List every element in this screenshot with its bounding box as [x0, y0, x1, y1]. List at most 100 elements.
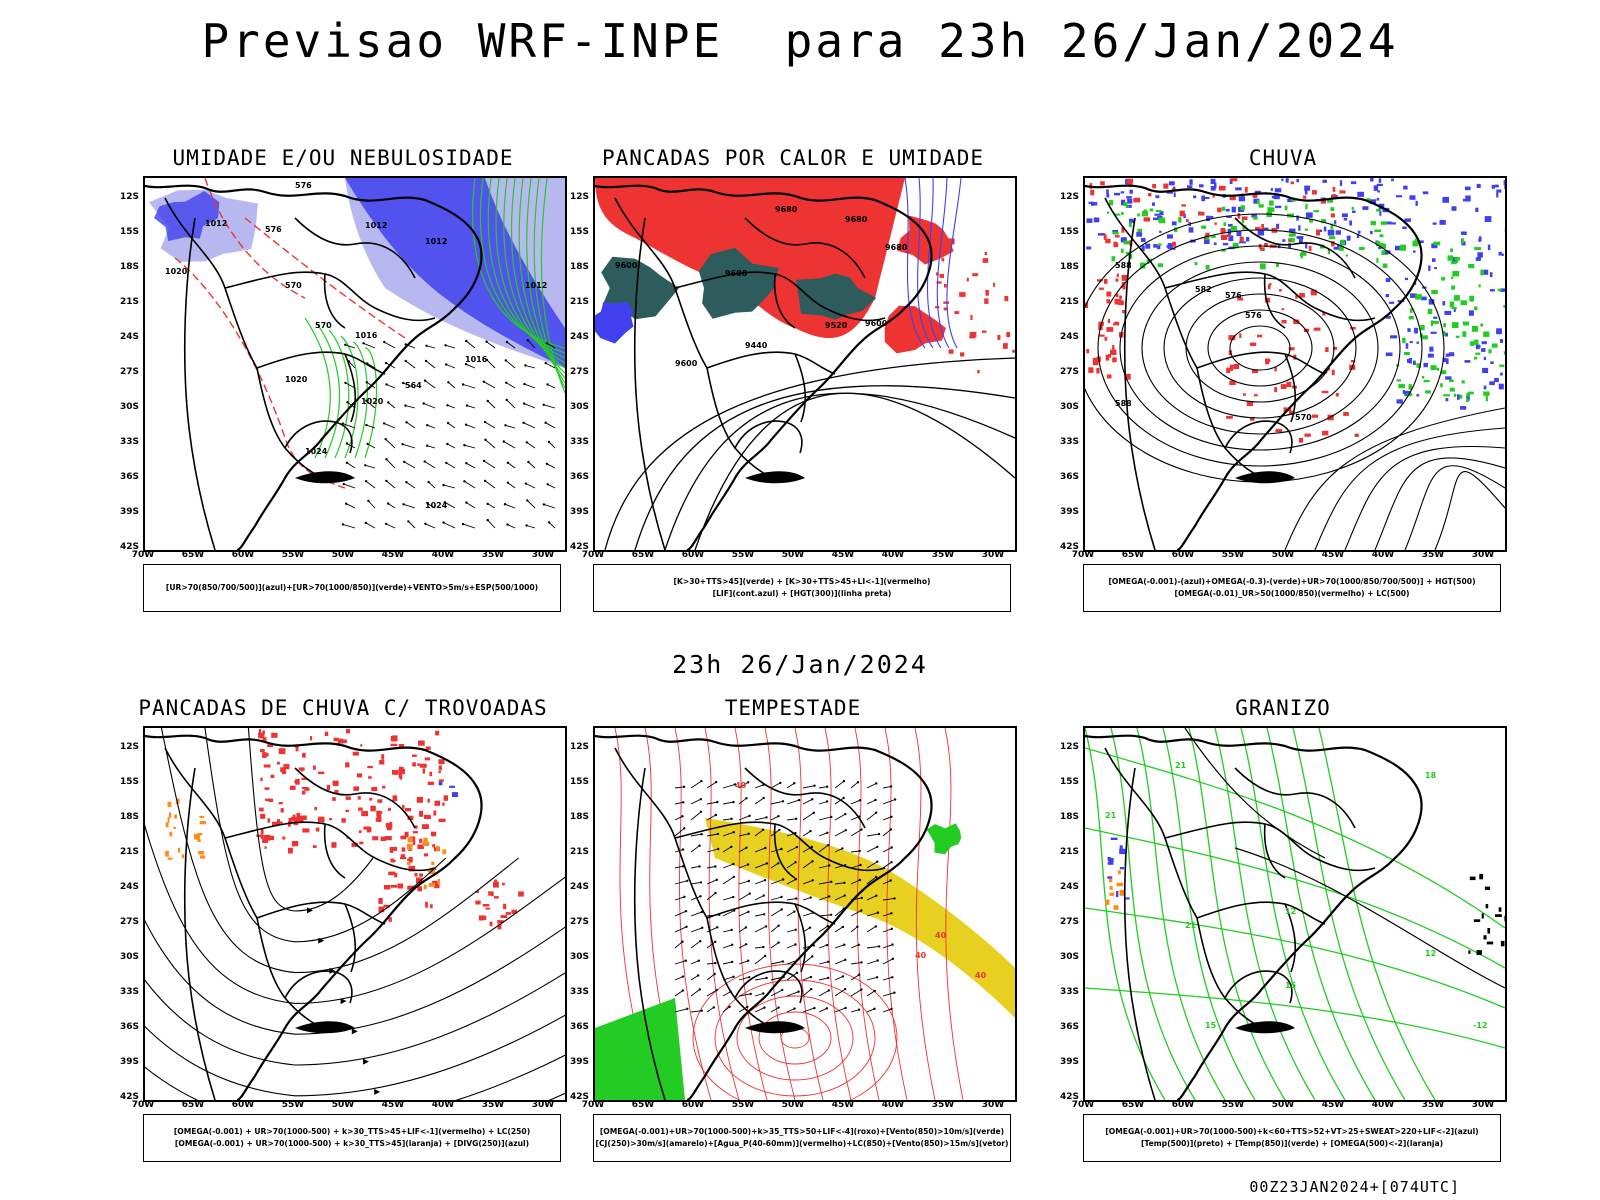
wind-vector-head — [874, 925, 878, 928]
wind-vector-head — [732, 800, 735, 804]
rain-red — [1250, 417, 1255, 421]
wind-vector — [547, 483, 556, 489]
wind-vector-head — [424, 522, 427, 525]
storm-red — [387, 828, 392, 831]
state-border — [1314, 857, 1376, 872]
wind-vector-head — [716, 800, 719, 804]
wind-vector-head — [874, 798, 877, 802]
rain-green — [1139, 262, 1146, 269]
lagoon-mark — [745, 1021, 805, 1034]
wind-vector-head — [345, 502, 348, 505]
storm-red — [304, 787, 310, 791]
rain-blue — [1442, 357, 1447, 362]
storm-red — [345, 729, 351, 734]
storm-orange — [173, 826, 176, 829]
rain-green — [1204, 234, 1210, 240]
wind-vector — [528, 461, 536, 469]
wind-vector-head — [781, 800, 785, 803]
storm-red — [312, 845, 317, 848]
wind-vector — [368, 500, 376, 509]
wind-vector-head — [446, 404, 449, 407]
wind-vector — [770, 879, 784, 885]
rain-blue — [1445, 376, 1452, 380]
wind-vector — [527, 339, 536, 349]
wind-vector — [802, 860, 813, 869]
storm-red — [263, 764, 271, 768]
latitude-tick-label: 21S — [119, 297, 139, 307]
wind-vector — [802, 897, 811, 901]
storm-red — [366, 827, 372, 833]
rain-green — [1420, 335, 1428, 340]
wind-vector-head — [714, 865, 717, 868]
wind-vector — [866, 861, 878, 869]
main-title: Previsao WRF-INPE para 23h 26/Jan/2024 — [201, 14, 1399, 68]
state-border — [1284, 903, 1297, 973]
rain-blue — [1296, 236, 1304, 239]
storm-red — [360, 744, 363, 747]
wind-vector-head — [344, 343, 347, 346]
rain-green — [1291, 198, 1296, 202]
divergence-blue — [452, 793, 455, 797]
wind-vector-head — [844, 987, 847, 991]
wind-vector — [346, 503, 356, 509]
rain-red — [1299, 293, 1305, 298]
streamline — [1314, 427, 1505, 550]
hail-orange — [1116, 882, 1124, 887]
rain-red — [1335, 393, 1339, 397]
wind-vector-head — [777, 924, 780, 927]
wind-vector-head — [748, 814, 751, 817]
rain-green — [1503, 305, 1505, 308]
storm-red — [407, 885, 415, 890]
wind-vector-head — [367, 499, 370, 503]
storm-red — [310, 736, 313, 741]
latitude-tick-label: 24S — [1059, 332, 1079, 342]
rain-blue — [1226, 215, 1232, 218]
rain-green — [1440, 370, 1447, 375]
wind-vector — [786, 878, 797, 885]
rain-blue — [1093, 217, 1100, 223]
longitude-axis: 70W 65W 60W 55W 50W 45W 40W 35W 30W — [582, 550, 1013, 562]
temperature-500-contour — [1485, 904, 1489, 909]
rain-green — [1442, 330, 1446, 336]
wind-vector-head — [828, 895, 831, 898]
wind-vector-head — [700, 833, 703, 836]
wind-vector — [690, 911, 703, 917]
longitude-tick-label: 60W — [681, 1100, 705, 1110]
wind-vector — [754, 797, 765, 805]
wind-vector — [866, 1008, 875, 1013]
rain-blue — [1204, 239, 1210, 244]
wind-vector — [834, 944, 845, 949]
wind-vector-head — [744, 943, 748, 946]
geopotential-contour — [604, 357, 1015, 550]
rain-blue — [1281, 178, 1284, 182]
rain-green — [1376, 241, 1381, 247]
rain-red — [1203, 237, 1206, 239]
longitude-tick-label: 55W — [731, 1100, 755, 1110]
rain-red — [1212, 194, 1215, 198]
rain-green — [1462, 331, 1467, 337]
state-border — [1123, 217, 1156, 550]
storm-red — [260, 777, 263, 782]
storm-red — [359, 841, 364, 845]
latitude-tick-label: 21S — [1059, 297, 1079, 307]
wind-vector — [706, 833, 718, 837]
storm-orange — [428, 882, 435, 887]
wind-vector-head — [875, 875, 878, 879]
temperature-850-contour — [1162, 728, 1256, 1100]
rain-green — [1230, 225, 1237, 232]
streamline — [145, 972, 565, 1066]
precipitable-water-contour — [854, 728, 880, 1100]
rain-red — [1143, 217, 1151, 222]
rain-red — [1106, 291, 1112, 297]
wind-vector-head — [876, 860, 879, 863]
rain-blue — [1453, 308, 1456, 312]
rain-blue — [1275, 205, 1282, 209]
rain-blue — [1129, 218, 1134, 223]
wind-vector — [443, 522, 456, 529]
wind-vector-head — [745, 797, 748, 800]
wind-vector-head — [825, 943, 829, 947]
latitude-tick-label: 39S — [1059, 507, 1079, 517]
wind-vector — [866, 895, 877, 901]
rain-green — [1449, 301, 1455, 308]
wind-vector — [882, 786, 892, 789]
